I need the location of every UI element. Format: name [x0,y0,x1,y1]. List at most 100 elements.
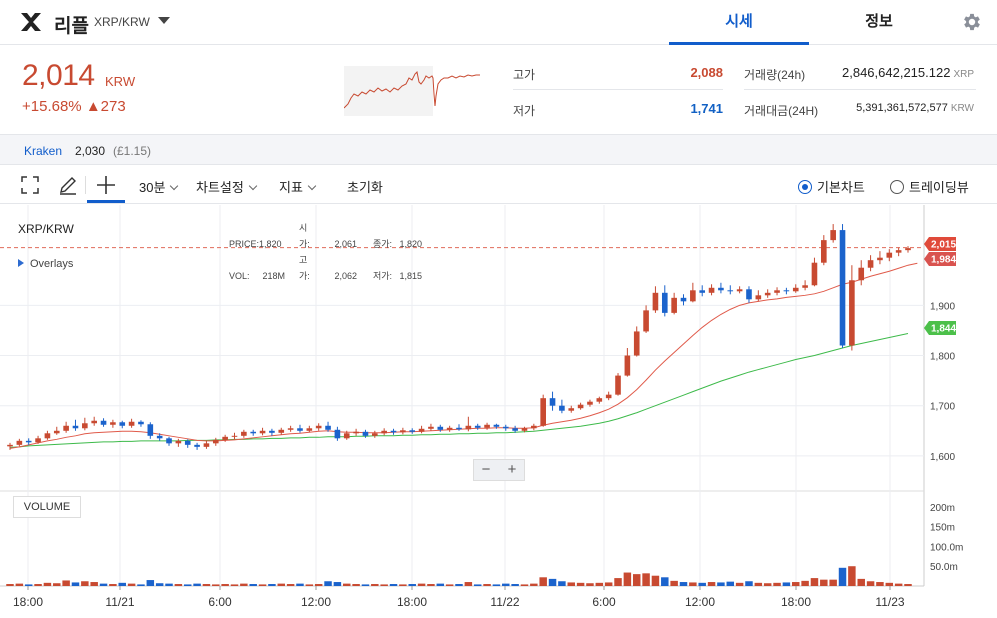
volume-bar [492,584,501,586]
volume-bar [792,582,800,586]
ohlc-high: 2,062 [334,271,357,281]
volume-bar [904,584,912,586]
fullscreen-icon[interactable] [19,174,41,196]
low-value: 1,741 [690,101,723,116]
chart-settings-menu[interactable]: 차트설정 [196,177,258,196]
volume-bar [343,583,351,586]
volume-bar [352,584,360,586]
volume-bar [511,584,519,586]
volume-bar [876,582,884,586]
volume-bar [661,577,669,586]
tab-info[interactable]: 정보 [865,13,893,30]
chevron-down-icon [307,181,317,191]
volume-bar [595,582,604,586]
volume-tick-label: 100.0m [930,542,963,553]
candle-body [446,427,453,430]
candle-body [128,421,135,426]
candle-body [259,430,266,434]
ohlc-close: 1,820 [399,239,422,249]
volume-bar [651,575,660,586]
candle-body [72,425,79,429]
candle-body [671,297,677,313]
x-tick-label: 12:00 [301,595,331,609]
candle-body [699,290,706,293]
tradingview-label: 트레이딩뷰 [909,180,969,195]
volume-bar [530,583,538,586]
candle-body [633,331,640,356]
high-value: 2,088 [690,65,723,80]
volume-bar [520,584,529,586]
volume-bar [268,584,276,586]
candle-body [147,424,154,436]
overlays-toggle[interactable]: Overlays [18,258,73,270]
price-chart[interactable]: 18:00 11/21 6:00 12:00 18:00 11/22 6:00 12:00 18… [0,205,997,618]
chevron-down-icon [248,181,258,191]
candle-body [718,287,724,291]
stat-divider-2 [744,89,976,90]
volume-bar [221,584,229,586]
candle-body [400,430,406,433]
candle-body [91,420,97,424]
coin-dropdown-icon[interactable] [158,17,170,24]
volume-24h-value: 2,846,642,215.122 [842,65,951,80]
candle-body [362,431,369,436]
candle-body [886,252,893,258]
volume-bar [473,584,482,586]
tradingview-radio[interactable]: 트레이딩뷰 [890,177,969,196]
candle-body [839,230,846,346]
x-tick-label: 18:00 [781,595,811,609]
candle-body [792,287,799,292]
candle-body [44,433,51,439]
candlestick-chart-svg[interactable]: 18:00 11/21 6:00 12:00 18:00 11/22 6:00 12:00 18… [0,205,997,618]
zoom-out-button[interactable]: − [481,461,491,478]
volume-bar [502,583,510,586]
candle-body [531,425,537,429]
y-tick-label: 1,900 [930,301,955,312]
volume-bar [679,582,688,586]
coin-pair: XRP/KRW [94,15,150,29]
candle-body [587,401,593,405]
ohlc-legend: PRICE:1,820시가: 2,061 종가: 1,820 VOL: 218M고가: 2… [229,220,422,284]
indicators-menu[interactable]: 지표 [279,177,317,196]
candle-body [231,435,238,437]
zoom-in-button[interactable]: + [507,461,517,478]
ohlc-open-label: 시가: [299,223,310,249]
volume-bar [305,584,314,586]
volume-bar [782,582,791,586]
volume-pane-label: VOLUME [13,496,81,518]
y-tick-label: 1,700 [930,402,955,413]
exchange-name[interactable]: Kraken [24,144,63,158]
candle-body [821,240,827,263]
candle-body [615,375,621,395]
candle-body [35,438,41,443]
tab-price[interactable]: 시세 [669,0,809,45]
candle-body [119,422,126,426]
volume-tick-label: 150m [930,523,955,534]
candle-body [381,430,387,434]
gear-icon[interactable] [961,11,983,33]
candle-body [493,424,500,427]
candle-body [278,429,285,433]
ohlc-price: 1,820 [259,239,282,249]
volume-bar [558,581,566,586]
volume-bar [829,579,837,586]
volume-bar [745,581,753,586]
draw-pencil-icon[interactable] [57,174,79,196]
exchange-price: 2,030 [75,144,106,158]
header: 리플 XRP/KRW 시세 정보 [0,0,997,45]
interval-select[interactable]: 30분 [139,177,179,196]
volume-bar [464,582,473,586]
candle-body [82,423,88,429]
candle-body [849,280,855,346]
crosshair-icon[interactable] [95,174,117,196]
volume-bar [576,582,585,586]
candle-body [512,428,518,431]
candle-body [755,295,762,300]
volume-bar [548,578,557,586]
reset-button[interactable]: 초기화 [347,180,383,195]
ma-short-tag-bg [924,252,956,266]
volume-bar [15,583,24,586]
candle-body [577,404,584,409]
x-tick-label: 11/22 [490,595,519,609]
basic-chart-radio[interactable]: 기본차트 [798,177,865,196]
